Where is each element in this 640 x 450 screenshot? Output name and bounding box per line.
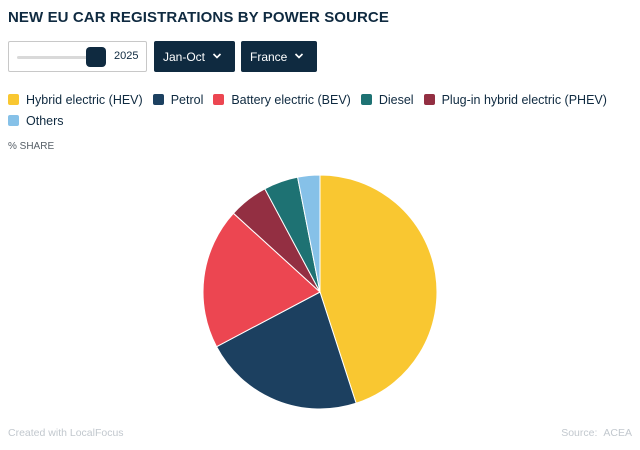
country-dropdown-label: France bbox=[250, 50, 288, 64]
legend-swatch bbox=[8, 115, 19, 126]
legend-swatch bbox=[152, 94, 164, 105]
period-dropdown[interactable]: Jan-Oct bbox=[154, 41, 235, 72]
country-dropdown[interactable]: France bbox=[241, 41, 317, 72]
pie-chart bbox=[202, 174, 438, 410]
legend-label: Diesel bbox=[378, 93, 414, 107]
year-slider-value: 2025 bbox=[114, 50, 139, 62]
year-slider[interactable]: 2025 bbox=[8, 41, 147, 72]
legend-item[interactable]: Others bbox=[8, 111, 64, 132]
legend-swatch bbox=[213, 94, 225, 105]
slider-thumb[interactable] bbox=[86, 47, 106, 67]
legend-label: Hybrid electric (HEV) bbox=[26, 93, 143, 107]
legend-item[interactable]: Hybrid electric (HEV) bbox=[8, 90, 143, 111]
pie-slice-battery-electric-bev[interactable] bbox=[202, 212, 321, 348]
credit-link[interactable]: Created with LocalFocus bbox=[8, 427, 124, 439]
legend-label: Others bbox=[26, 114, 64, 128]
pie-slice-petrol[interactable] bbox=[215, 291, 357, 410]
legend-swatch bbox=[8, 94, 19, 105]
unit-label: % SHARE bbox=[8, 141, 55, 152]
legend-item[interactable]: Plug-in hybrid electric (PHEV) bbox=[423, 90, 607, 111]
slider-track[interactable] bbox=[17, 56, 101, 59]
legend-swatch bbox=[423, 94, 435, 105]
period-dropdown-label: Jan-Oct bbox=[163, 50, 206, 64]
chart-legend: Hybrid electric (HEV) Petrol Battery elect… bbox=[8, 90, 632, 132]
legend-item[interactable]: Diesel bbox=[360, 90, 414, 111]
legend-item[interactable]: Battery electric (BEV) bbox=[213, 90, 351, 111]
legend-label: Petrol bbox=[170, 93, 204, 107]
legend-swatch bbox=[360, 94, 372, 105]
source-value: ACEA bbox=[603, 427, 632, 439]
chevron-down-icon bbox=[212, 53, 222, 59]
source-note: Source: ACEA bbox=[561, 427, 632, 439]
legend-label: Plug-in hybrid electric (PHEV) bbox=[441, 93, 607, 107]
chart-title: NEW EU CAR REGISTRATIONS BY POWER SOURCE bbox=[8, 9, 389, 26]
pie-slice-others[interactable] bbox=[297, 174, 321, 293]
legend-label: Battery electric (BEV) bbox=[231, 93, 351, 107]
legend-item[interactable]: Petrol bbox=[152, 90, 204, 111]
chevron-down-icon bbox=[294, 53, 304, 59]
source-label: Source: bbox=[561, 427, 598, 439]
pie-slice-hybrid-electric-hev[interactable] bbox=[319, 174, 438, 404]
